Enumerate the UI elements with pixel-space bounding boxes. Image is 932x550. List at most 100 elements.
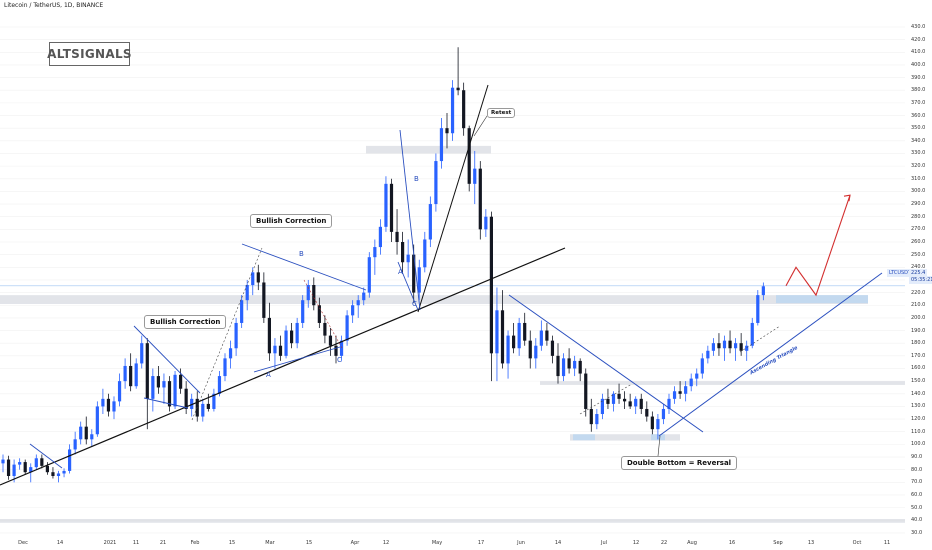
- candle-body: [417, 267, 421, 293]
- candle-body: [306, 285, 310, 301]
- y-tick-label: 260.0: [911, 239, 926, 245]
- candle-body: [140, 343, 144, 364]
- candle-body: [240, 300, 244, 323]
- bullish-correction-callout-2: Bullish Correction: [144, 315, 227, 329]
- wave-b-1: B: [299, 250, 304, 258]
- last-price-tag: 225.4: [909, 269, 928, 277]
- retest-callout: Retest: [487, 108, 516, 118]
- candle-body: [245, 285, 249, 301]
- candle-body: [484, 216, 488, 230]
- candle-body: [628, 401, 632, 407]
- candle-body: [734, 343, 738, 349]
- candle-body: [101, 398, 105, 407]
- candle-body: [295, 322, 299, 344]
- target-zone: [776, 295, 868, 304]
- candle-body: [129, 365, 133, 387]
- candle-body: [412, 254, 416, 293]
- candle-body: [717, 343, 721, 349]
- candle-body: [595, 414, 599, 425]
- x-tick-label: 21: [159, 540, 167, 546]
- price-zone: [0, 295, 868, 304]
- candle-body: [156, 376, 160, 388]
- candle-body: [534, 345, 538, 359]
- candle-body: [401, 242, 405, 263]
- candle-body: [639, 398, 643, 409]
- candle-body: [217, 376, 222, 394]
- candle-body: [506, 335, 510, 364]
- early-down-line: [29, 443, 63, 469]
- chart-symbol-header: Litecoin / TetherUS, 1D, BINANCE: [4, 2, 104, 9]
- y-tick-label: 160.0: [911, 365, 926, 372]
- candle-body: [661, 408, 666, 420]
- candle-body: [467, 128, 471, 184]
- y-tick-label: 270.0: [911, 226, 926, 233]
- candle-body: [517, 322, 521, 349]
- altsignals-logo: ALTSIGNALS: [47, 42, 132, 66]
- y-tick-label: 330.0: [911, 150, 926, 157]
- candle-body: [12, 464, 16, 476]
- candle-body: [23, 462, 27, 473]
- x-tick-label: 15: [305, 540, 313, 546]
- candle-body: [561, 358, 566, 377]
- x-tick-label: Oct: [852, 540, 862, 546]
- x-tick-label: 11: [132, 540, 140, 546]
- candle-body: [339, 340, 344, 356]
- bullish-correction-callout-1: Bullish Correction: [250, 214, 333, 228]
- candle-body: [600, 398, 604, 415]
- x-tick-label: Mar: [265, 540, 275, 546]
- candle-body: [123, 365, 127, 382]
- candle-body: [611, 393, 616, 404]
- y-tick-label: 140.0: [911, 390, 926, 397]
- x-tick-label: Jun: [517, 540, 525, 546]
- candle-body: [745, 345, 749, 351]
- price-zone: [0, 518, 905, 523]
- candle-body: [284, 330, 288, 356]
- candle-body: [134, 363, 138, 387]
- candle-body: [62, 470, 66, 474]
- candle-body: [290, 330, 294, 344]
- y-tick-label: 300.0: [911, 188, 926, 195]
- candle-body: [1, 459, 5, 464]
- candle-body: [684, 386, 688, 394]
- candle-body: [722, 340, 727, 349]
- x-tick-label: 22: [660, 540, 668, 546]
- x-tick-label: 11: [883, 540, 891, 546]
- y-tick-label: 320.0: [911, 163, 926, 170]
- candle-body: [423, 239, 427, 268]
- candle-body: [395, 231, 399, 243]
- ascending-support: [658, 272, 883, 437]
- candle-body: [334, 345, 338, 356]
- candle-body: [345, 315, 349, 341]
- candle-body: [578, 360, 582, 374]
- double-bottom-pointer: [657, 435, 661, 457]
- candle-body: [489, 216, 493, 354]
- y-tick-label: 210.0: [911, 302, 926, 309]
- y-tick-label: 400.0: [911, 61, 926, 68]
- candle-body: [323, 322, 327, 336]
- y-tick-label: 200.0: [911, 314, 926, 321]
- y-tick-label: 60.0: [911, 491, 923, 498]
- y-tick-label: 150.0: [911, 378, 926, 385]
- correction-2-bottom: [253, 346, 341, 373]
- candle-body: [190, 398, 194, 409]
- candle-body: [656, 419, 660, 430]
- candle-body: [73, 439, 77, 450]
- candle-body: [728, 340, 732, 349]
- support-resistance-zones: [0, 145, 905, 523]
- candle-body: [106, 398, 111, 412]
- candle-body: [34, 458, 38, 468]
- candle-body: [567, 358, 571, 369]
- candle-body: [262, 282, 266, 318]
- candle-body: [512, 335, 516, 349]
- wave-b-2: B: [414, 175, 419, 183]
- y-tick-label: 40.0: [911, 517, 923, 524]
- y-tick-label: 250.0: [911, 251, 926, 258]
- candle-body: [273, 345, 277, 354]
- candle-body: [617, 393, 621, 399]
- x-tick-label: May: [431, 540, 443, 546]
- candle-body: [473, 168, 477, 184]
- y-tick-label: 370.0: [911, 99, 926, 106]
- trend-lines: [0, 84, 883, 486]
- y-tick-label: 380.0: [911, 87, 926, 94]
